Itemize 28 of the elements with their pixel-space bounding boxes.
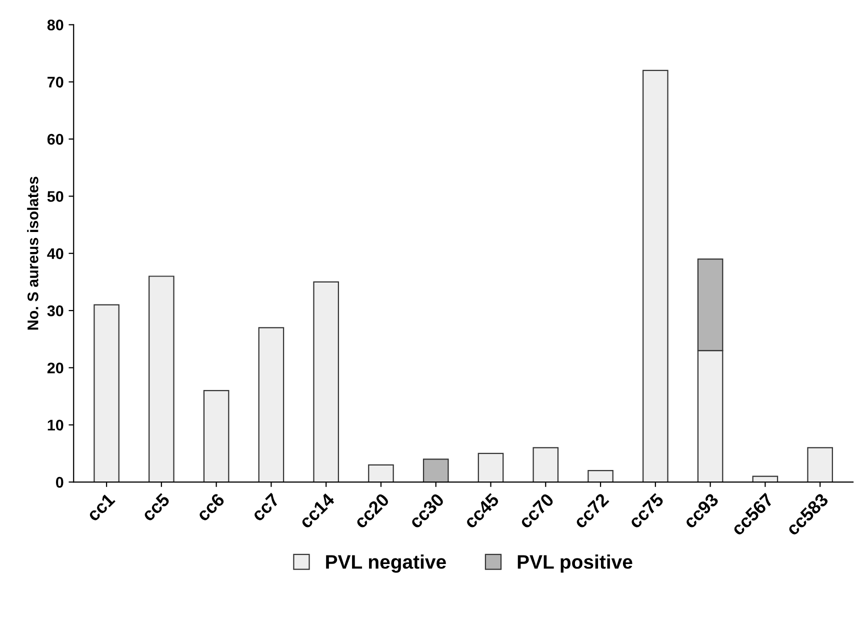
x-tick-label: cc5 [141, 492, 170, 522]
bar [203, 390, 230, 482]
y-tick-label: 10 [48, 420, 64, 431]
y-tick-label: 60 [47, 134, 64, 145]
x-tick-label: cc1 [86, 492, 116, 522]
y-tick-label: 80 [47, 20, 64, 30]
bar [258, 327, 284, 482]
y-tick-label: 70 [48, 76, 64, 88]
bar [422, 458, 449, 482]
bar [368, 464, 394, 482]
y-tick-label: 20 [47, 362, 64, 374]
y-axis-title: No. S aureus isolates [27, 176, 38, 330]
legend-label: PVL negative [326, 554, 446, 573]
bar [807, 447, 833, 482]
bar [94, 304, 120, 482]
bar [148, 276, 174, 482]
y-tick-label: 0 [56, 476, 64, 488]
y-tick-label: 30 [47, 305, 64, 316]
bar [313, 281, 339, 482]
y-tick-label: 50 [47, 191, 64, 202]
x-tick-label: cc7 [250, 492, 280, 522]
bar [478, 452, 504, 482]
x-tick-label: cc6 [196, 492, 226, 522]
y-tick-label: 40 [47, 248, 64, 260]
bar [642, 70, 668, 482]
legend-label: PVL positive [518, 554, 632, 573]
bar [532, 447, 559, 482]
bar [588, 470, 614, 482]
